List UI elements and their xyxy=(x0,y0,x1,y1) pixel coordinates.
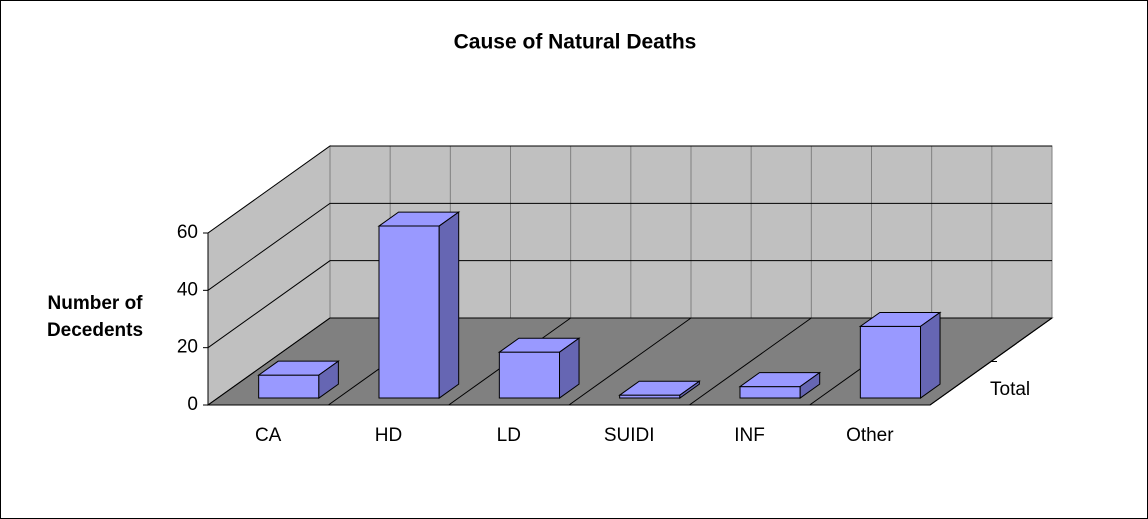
x-tick-label: CA xyxy=(255,425,282,446)
y-tick-label: 60 xyxy=(177,222,198,243)
bar-front xyxy=(859,325,922,399)
bar-side xyxy=(559,337,580,400)
y-tick-label: 20 xyxy=(177,337,198,358)
bar xyxy=(858,311,942,400)
x-tick-label: LD xyxy=(497,425,521,446)
x-tick-label: SUIDI xyxy=(604,425,655,446)
grid-line xyxy=(207,317,1052,406)
x-tick-label: INF xyxy=(734,425,765,446)
bar-side xyxy=(679,380,700,400)
bar-front xyxy=(258,374,320,399)
floor-line xyxy=(568,317,692,406)
floor-line xyxy=(689,317,812,406)
grid-line xyxy=(207,202,1052,291)
grid-line xyxy=(207,260,1052,349)
x-tick-label: HD xyxy=(375,425,402,446)
bar-side xyxy=(920,311,941,400)
bar-side xyxy=(438,211,460,400)
x-tick-label: Other xyxy=(846,425,894,446)
bar-front xyxy=(378,225,440,399)
grid-line xyxy=(207,145,1052,234)
chart-title: Cause of Natural Deaths xyxy=(454,31,697,54)
bar xyxy=(257,360,340,400)
series-label: Total xyxy=(990,379,1030,400)
bar xyxy=(618,380,701,400)
y-axis-title: Number of Decedents xyxy=(46,293,144,341)
bar xyxy=(497,337,581,400)
bar-side xyxy=(799,371,821,400)
bar-side xyxy=(318,360,339,400)
y-tick-label: 0 xyxy=(187,394,198,415)
bar xyxy=(377,211,461,400)
bar-front xyxy=(739,386,801,399)
bar-front xyxy=(498,351,561,399)
bar xyxy=(738,371,822,400)
y-tick-label: 40 xyxy=(177,279,198,300)
